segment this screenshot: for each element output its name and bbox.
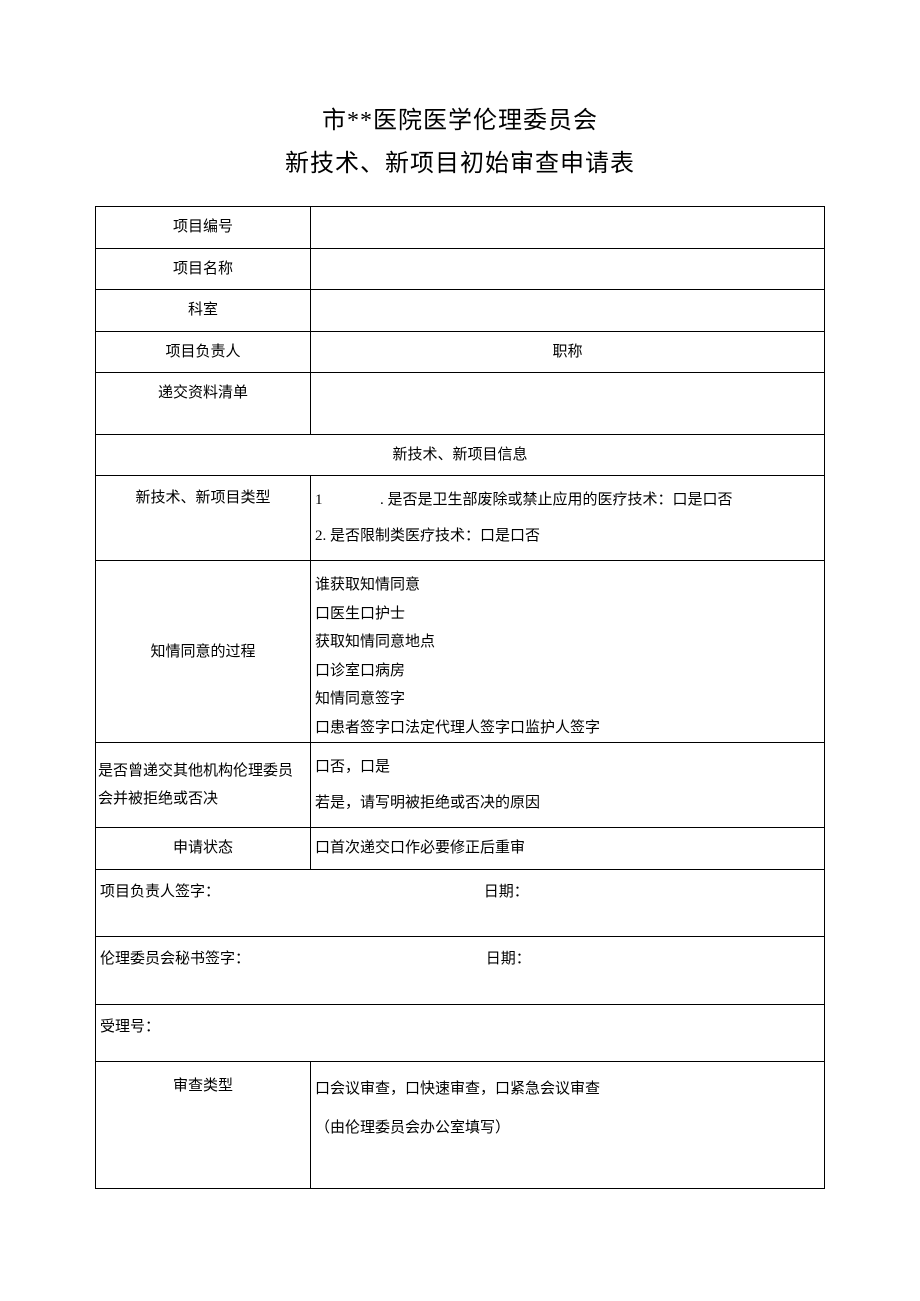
row-accept-no: 受理号： bbox=[96, 1004, 825, 1062]
review-l1: 口会议审查，口快速审查，口紧急会议审查 bbox=[315, 1081, 600, 1097]
row-review-type: 审查类型 口会议审查，口快速审查，口紧急会议审查 （由伦理委员会办公室填写） bbox=[96, 1062, 825, 1189]
type-q1-num: 1 bbox=[315, 482, 325, 518]
field-leader-sign[interactable]: 项目负责人签字： 日期： bbox=[96, 869, 825, 937]
field-project-type[interactable]: 1 . 是否是卫生部废除或禁止应用的医疗技术：口是口否 2. 是否限制类医疗技术：… bbox=[311, 476, 825, 561]
row-project-leader: 项目负责人 职称 bbox=[96, 331, 825, 373]
label-project-type: 新技术、新项目类型 bbox=[96, 476, 311, 561]
row-project-type: 新技术、新项目类型 1 . 是否是卫生部废除或禁止应用的医疗技术：口是口否 2. … bbox=[96, 476, 825, 561]
type-q1-text: . 是否是卫生部废除或禁止应用的医疗技术：口是口否 bbox=[380, 482, 733, 518]
label-consent-process: 知情同意的过程 bbox=[96, 561, 311, 743]
title-line-2: 新技术、新项目初始审查申请表 bbox=[95, 143, 825, 186]
consent-l6: 口患者签字口法定代理人签字口监护人签字 bbox=[315, 720, 600, 736]
row-leader-sign: 项目负责人签字： 日期： bbox=[96, 869, 825, 937]
label-job-title: 职称 bbox=[311, 331, 825, 373]
label-department: 科室 bbox=[96, 290, 311, 332]
consent-l2: 口医生口护士 bbox=[315, 606, 405, 622]
field-department[interactable] bbox=[311, 290, 825, 332]
label-project-number: 项目编号 bbox=[96, 207, 311, 249]
label-date-2: 日期： bbox=[486, 945, 531, 974]
row-consent-process: 知情同意的过程 谁获取知情同意 口医生口护士 获取知情同意地点 口诊室口病房 知… bbox=[96, 561, 825, 743]
label-submit-list: 递交资料清单 bbox=[96, 373, 311, 435]
field-secretary-sign[interactable]: 伦理委员会秘书签字： 日期： bbox=[96, 937, 825, 1005]
consent-l4: 口诊室口病房 bbox=[315, 663, 405, 679]
row-project-name: 项目名称 bbox=[96, 248, 825, 290]
row-project-number: 项目编号 bbox=[96, 207, 825, 249]
field-project-name[interactable] bbox=[311, 248, 825, 290]
type-q2: 2. 是否限制类医疗技术：口是口否 bbox=[315, 528, 540, 544]
field-review-type[interactable]: 口会议审查，口快速审查，口紧急会议审查 （由伦理委员会办公室填写） bbox=[311, 1062, 825, 1189]
field-app-status[interactable]: 口首次递交口作必要修正后重审 bbox=[311, 828, 825, 870]
label-accept-no: 受理号： bbox=[100, 1019, 160, 1035]
consent-l1: 谁获取知情同意 bbox=[315, 577, 420, 593]
label-prev-submit: 是否曾递交其他机构伦理委员会并被拒绝或否决 bbox=[96, 743, 311, 828]
field-accept-no[interactable]: 受理号： bbox=[96, 1004, 825, 1062]
application-form-table: 项目编号 项目名称 科室 项目负责人 职称 递交资料清单 新技术、新项目信息 新… bbox=[95, 206, 825, 1189]
label-info-section: 新技术、新项目信息 bbox=[96, 434, 825, 476]
title-line-1: 市**医院医学伦理委员会 bbox=[95, 100, 825, 143]
title-block: 市**医院医学伦理委员会 新技术、新项目初始审查申请表 bbox=[95, 100, 825, 186]
consent-l5: 知情同意签字 bbox=[315, 691, 405, 707]
row-secretary-sign: 伦理委员会秘书签字： 日期： bbox=[96, 937, 825, 1005]
label-secretary-sign: 伦理委员会秘书签字： bbox=[100, 951, 250, 967]
field-project-number[interactable] bbox=[311, 207, 825, 249]
review-l2: （由伦理委员会办公室填写） bbox=[315, 1120, 510, 1136]
label-project-name: 项目名称 bbox=[96, 248, 311, 290]
row-app-status: 申请状态 口首次递交口作必要修正后重审 bbox=[96, 828, 825, 870]
prev-l1: 口否，口是 bbox=[315, 759, 390, 775]
row-info-section: 新技术、新项目信息 bbox=[96, 434, 825, 476]
consent-l3: 获取知情同意地点 bbox=[315, 634, 435, 650]
label-app-status: 申请状态 bbox=[96, 828, 311, 870]
field-consent-process[interactable]: 谁获取知情同意 口医生口护士 获取知情同意地点 口诊室口病房 知情同意签字 口患… bbox=[311, 561, 825, 743]
label-date-1: 日期： bbox=[484, 878, 529, 907]
field-submit-list[interactable] bbox=[311, 373, 825, 435]
row-submit-list: 递交资料清单 bbox=[96, 373, 825, 435]
label-review-type: 审查类型 bbox=[96, 1062, 311, 1189]
row-department: 科室 bbox=[96, 290, 825, 332]
field-prev-submit[interactable]: 口否，口是 若是，请写明被拒绝或否决的原因 bbox=[311, 743, 825, 828]
prev-l2: 若是，请写明被拒绝或否决的原因 bbox=[315, 795, 540, 811]
row-prev-submit: 是否曾递交其他机构伦理委员会并被拒绝或否决 口否，口是 若是，请写明被拒绝或否决… bbox=[96, 743, 825, 828]
label-project-leader: 项目负责人 bbox=[96, 331, 311, 373]
label-leader-sign: 项目负责人签字： bbox=[100, 884, 220, 900]
